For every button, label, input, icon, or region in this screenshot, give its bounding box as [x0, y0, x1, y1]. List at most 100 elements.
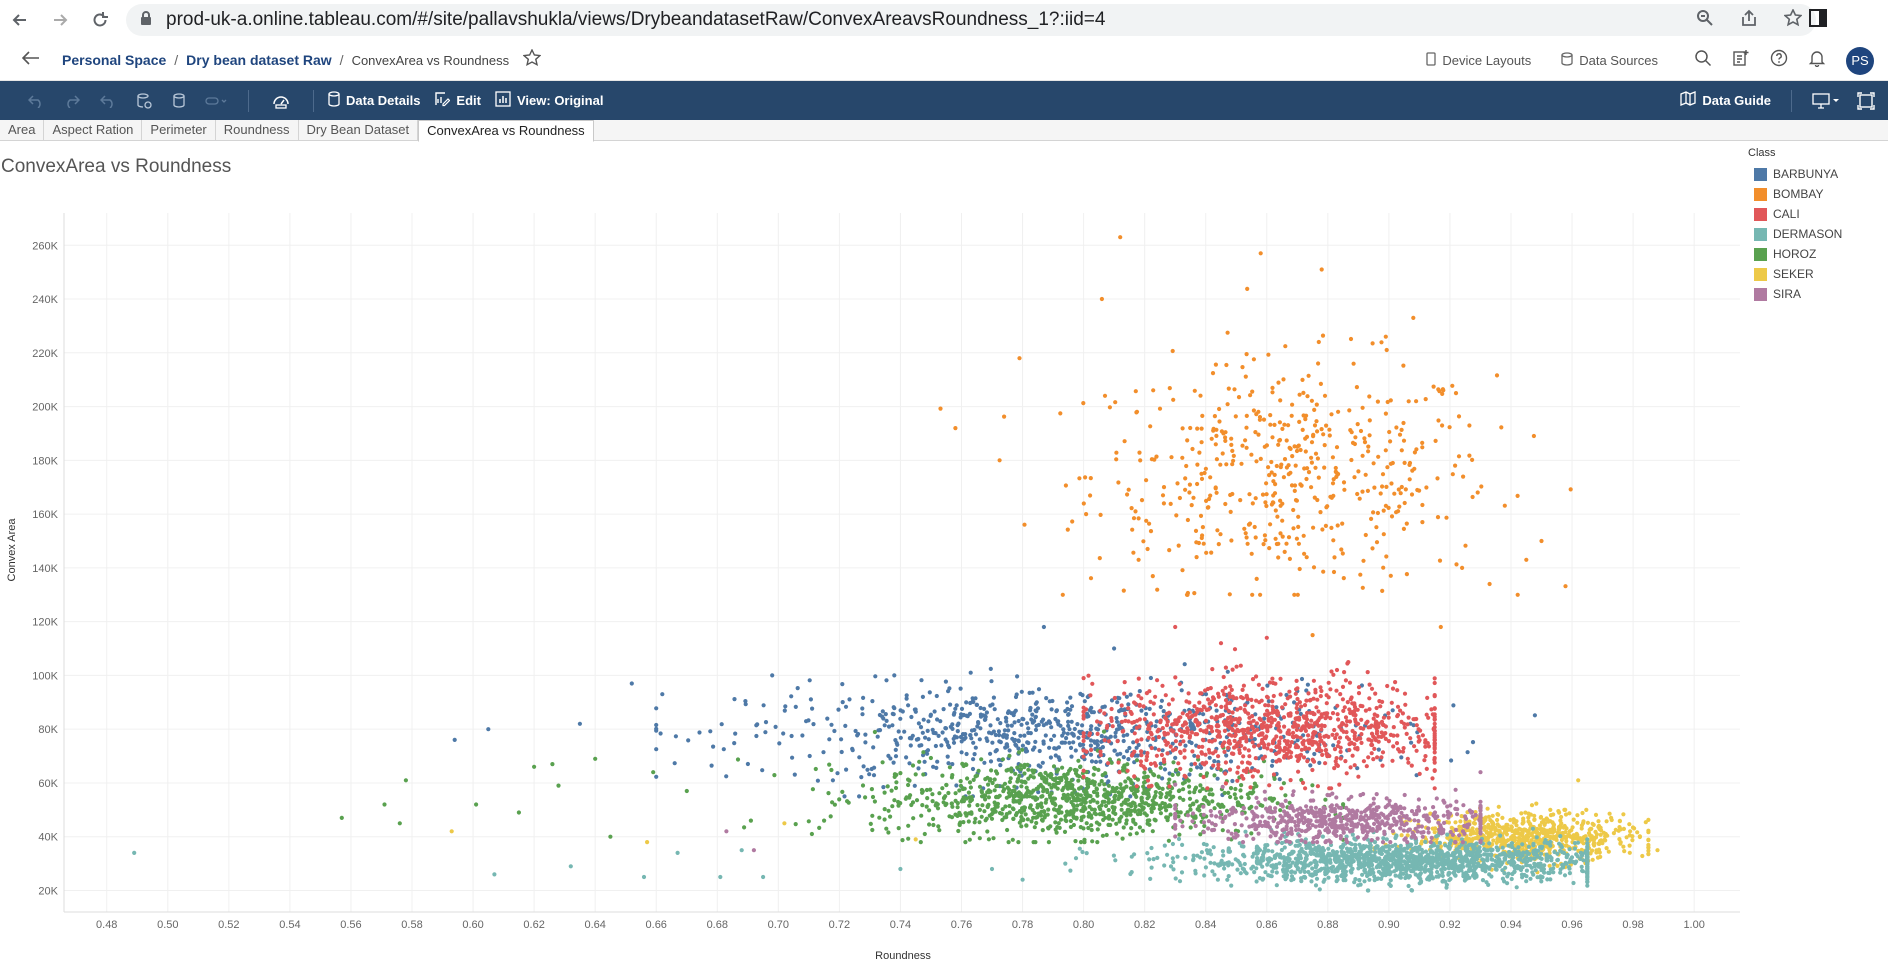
- data-point[interactable]: [985, 829, 990, 834]
- data-point[interactable]: [998, 763, 1003, 768]
- data-point[interactable]: [1581, 821, 1586, 826]
- data-point[interactable]: [1162, 759, 1167, 764]
- data-point[interactable]: [1012, 793, 1018, 799]
- data-point[interactable]: [1010, 806, 1016, 811]
- data-point[interactable]: [1131, 550, 1136, 555]
- data-point[interactable]: [1323, 797, 1328, 802]
- data-point[interactable]: [1388, 878, 1393, 883]
- data-point[interactable]: [1529, 803, 1535, 808]
- data-point[interactable]: [1259, 722, 1264, 727]
- data-point[interactable]: [974, 702, 979, 708]
- data-point[interactable]: [1416, 727, 1421, 732]
- data-point[interactable]: [1327, 753, 1332, 759]
- data-point[interactable]: [1071, 740, 1076, 745]
- data-point[interactable]: [1207, 792, 1212, 797]
- data-point[interactable]: [1312, 407, 1317, 412]
- data-point[interactable]: [1220, 849, 1225, 854]
- data-point[interactable]: [1200, 413, 1205, 418]
- data-point[interactable]: [1081, 826, 1086, 831]
- data-point[interactable]: [1009, 723, 1014, 728]
- data-point[interactable]: [1214, 457, 1219, 462]
- data-point[interactable]: [1538, 814, 1544, 820]
- data-point[interactable]: [1391, 744, 1396, 749]
- data-point[interactable]: [1444, 515, 1449, 520]
- data-point[interactable]: [1155, 587, 1160, 592]
- data-point[interactable]: [1344, 771, 1349, 776]
- data-point[interactable]: [1240, 687, 1245, 693]
- data-point[interactable]: [886, 830, 891, 835]
- data-point[interactable]: [1224, 706, 1229, 711]
- data-point[interactable]: [1296, 524, 1301, 529]
- data-point[interactable]: [1296, 541, 1301, 546]
- data-point[interactable]: [1212, 773, 1217, 778]
- data-point[interactable]: [1289, 483, 1295, 488]
- data-point[interactable]: [1234, 744, 1239, 749]
- data-point[interactable]: [1511, 834, 1516, 839]
- data-point[interactable]: [1220, 744, 1225, 749]
- data-point[interactable]: [1171, 760, 1176, 765]
- data-point[interactable]: [1534, 801, 1539, 806]
- data-point[interactable]: [972, 820, 977, 825]
- data-point[interactable]: [1222, 692, 1227, 697]
- data-point[interactable]: [1129, 786, 1134, 791]
- data-point[interactable]: [925, 728, 930, 734]
- data-point[interactable]: [896, 826, 901, 831]
- data-point[interactable]: [954, 783, 959, 788]
- data-point[interactable]: [1027, 690, 1032, 696]
- data-point[interactable]: [1081, 754, 1086, 759]
- data-point[interactable]: [1551, 812, 1556, 817]
- data-point[interactable]: [1572, 836, 1577, 841]
- data-point[interactable]: [1034, 723, 1039, 728]
- data-point[interactable]: [1242, 861, 1247, 867]
- data-point[interactable]: [913, 837, 918, 842]
- data-point[interactable]: [1088, 576, 1094, 581]
- data-point[interactable]: [1019, 779, 1024, 784]
- data-point[interactable]: [1388, 461, 1393, 466]
- data-point[interactable]: [1360, 405, 1365, 410]
- data-point[interactable]: [1052, 807, 1057, 812]
- data-point[interactable]: [1216, 766, 1221, 771]
- data-point[interactable]: [1228, 492, 1233, 498]
- data-point[interactable]: [1310, 724, 1315, 729]
- data-point[interactable]: [593, 756, 598, 761]
- data-point[interactable]: [1249, 724, 1254, 729]
- data-point[interactable]: [1414, 723, 1419, 728]
- data-point[interactable]: [1113, 734, 1118, 739]
- data-point[interactable]: [793, 822, 798, 827]
- data-point[interactable]: [896, 729, 901, 734]
- data-point[interactable]: [1596, 824, 1601, 830]
- data-point[interactable]: [1016, 750, 1022, 755]
- data-point[interactable]: [1018, 763, 1023, 768]
- data-point[interactable]: [1360, 872, 1365, 877]
- data-point[interactable]: [988, 666, 993, 672]
- data-point[interactable]: [1203, 865, 1208, 870]
- data-point[interactable]: [1198, 393, 1203, 398]
- data-point[interactable]: [1270, 385, 1275, 390]
- data-point[interactable]: [1599, 828, 1604, 833]
- data-point[interactable]: [1396, 747, 1401, 752]
- data-point[interactable]: [1117, 816, 1122, 822]
- data-point[interactable]: [895, 742, 900, 747]
- data-point[interactable]: [921, 750, 926, 755]
- data-point[interactable]: [1076, 758, 1081, 763]
- data-point[interactable]: [397, 821, 402, 826]
- data-point[interactable]: [1245, 792, 1250, 797]
- data-point[interactable]: [855, 733, 860, 738]
- data-point[interactable]: [1176, 543, 1181, 548]
- data-point[interactable]: [1129, 854, 1134, 859]
- data-point[interactable]: [1081, 734, 1086, 739]
- data-point[interactable]: [977, 836, 982, 841]
- data-point[interactable]: [1238, 663, 1243, 668]
- data-point[interactable]: [1491, 838, 1496, 843]
- data-point[interactable]: [1036, 763, 1041, 768]
- data-point[interactable]: [807, 678, 812, 683]
- data-point[interactable]: [1262, 716, 1267, 721]
- data-point[interactable]: [1266, 699, 1271, 704]
- data-point[interactable]: [1324, 714, 1329, 719]
- data-point[interactable]: [1204, 498, 1209, 503]
- data-point[interactable]: [1432, 714, 1437, 719]
- data-point[interactable]: [1326, 695, 1331, 700]
- data-point[interactable]: [1230, 862, 1235, 867]
- data-point[interactable]: [821, 750, 826, 755]
- data-point[interactable]: [1211, 428, 1216, 433]
